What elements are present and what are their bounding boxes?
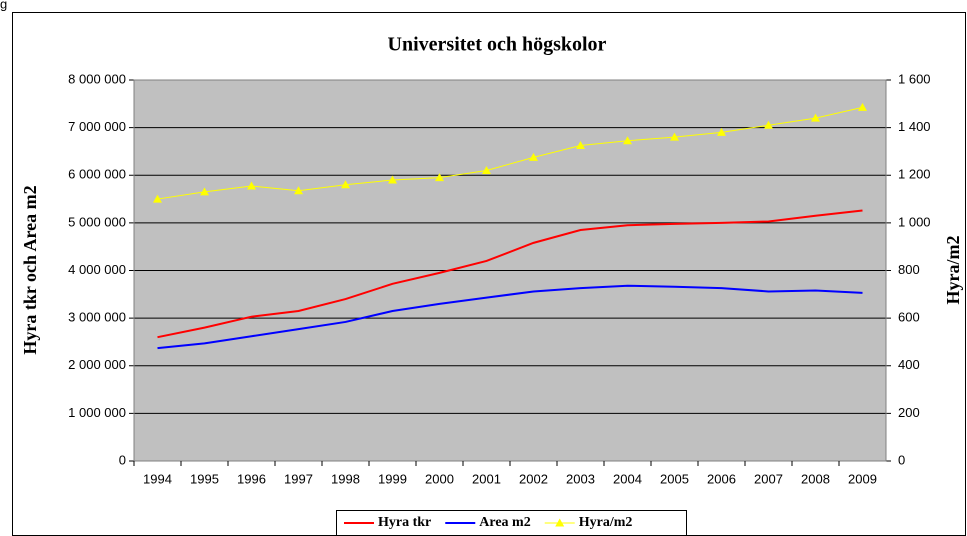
chart-title: Universitet och högskolor	[388, 34, 607, 56]
y2-tick-label: 0	[898, 452, 905, 467]
marker	[529, 152, 538, 161]
marker	[811, 113, 820, 122]
legend-label: Hyra/m2	[579, 515, 633, 530]
y2-tick-label: 1 400	[898, 119, 931, 134]
y2-tick-label: 1 000	[898, 214, 931, 229]
y-tick-label: 3 000 000	[68, 310, 126, 325]
legend-box	[336, 510, 687, 536]
x-tick-label: 1996	[237, 471, 266, 486]
x-tick-label: 2009	[848, 471, 877, 486]
marker	[764, 120, 773, 129]
marker	[717, 127, 726, 136]
y2-tick-label: 200	[898, 405, 920, 420]
legend: Hyra tkr Area m2 Hyra/m2	[336, 510, 687, 536]
marker	[200, 187, 209, 196]
x-tick-label: 1999	[378, 471, 407, 486]
x-tick-label: 1997	[284, 471, 313, 486]
y2-tick-label: 1 600	[898, 71, 931, 86]
y-tick-label: 8 000 000	[68, 71, 126, 86]
legend-label: Hyra tkr	[378, 515, 431, 530]
y-axis-title: Hyra tkr och Area m2	[20, 185, 40, 354]
series-line	[157, 106, 863, 200]
x-tick-label: 2006	[707, 471, 736, 486]
x-tick-label: 2004	[613, 471, 642, 486]
x-tick-label: 2007	[754, 471, 783, 486]
x-tick-label: 1994	[143, 471, 172, 486]
y-tick-label: 1 000 000	[68, 405, 126, 420]
marker	[153, 194, 162, 203]
y2-tick-label: 600	[898, 310, 920, 325]
marker	[623, 136, 632, 145]
marker	[670, 132, 679, 141]
legend-marker	[555, 518, 565, 527]
marker	[435, 173, 444, 182]
marker	[858, 102, 867, 111]
y-tick-label: 4 000 000	[68, 262, 126, 277]
marker	[482, 165, 491, 174]
series-line	[157, 284, 863, 350]
y-tick-label: 2 000 000	[68, 357, 126, 372]
x-tick-label: 1998	[331, 471, 360, 486]
marker	[388, 175, 397, 184]
y-tick-label: 0	[119, 452, 126, 467]
marker	[294, 186, 303, 195]
x-tick-label: 1995	[190, 471, 219, 486]
y-tick-label: 5 000 000	[68, 214, 126, 229]
x-tick-label: 2003	[566, 471, 595, 486]
marker	[576, 140, 585, 149]
marker	[341, 180, 350, 189]
marker	[247, 181, 256, 190]
series-line	[157, 209, 863, 339]
x-tick-label: 2000	[425, 471, 454, 486]
y2-tick-label: 1 200	[898, 167, 931, 182]
legend-label: Area m2	[479, 515, 530, 530]
y2-tick-label: 400	[898, 357, 920, 372]
y-tick-label: 6 000 000	[68, 167, 126, 182]
y2-axis-title: Hyra/m2	[943, 236, 963, 305]
x-tick-label: 2008	[801, 471, 830, 486]
y2-tick-label: 800	[898, 262, 920, 277]
page-label: g	[0, 0, 7, 11]
x-tick-label: 2002	[519, 471, 548, 486]
y-tick-label: 7 000 000	[68, 119, 126, 134]
x-tick-label: 2001	[472, 471, 501, 486]
x-tick-label: 2005	[660, 471, 689, 486]
